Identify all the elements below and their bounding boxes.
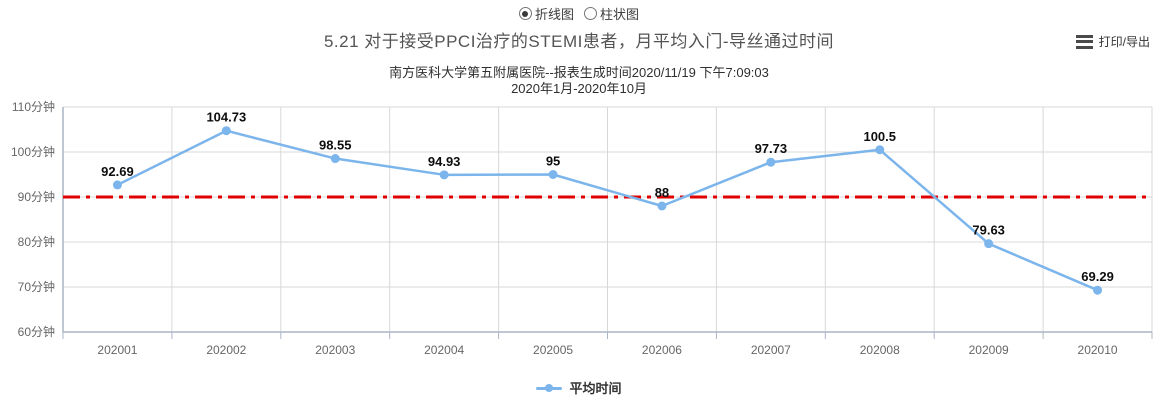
- x-axis-tick-label: 202009: [969, 343, 1009, 357]
- legend-label: 平均时间: [569, 381, 622, 396]
- data-point-label: 104.73: [206, 110, 246, 125]
- data-point-label: 97.73: [755, 141, 788, 156]
- radio-icon[interactable]: [584, 7, 597, 20]
- y-axis-tick-label: 100分钟: [11, 144, 55, 159]
- chart-date-range: 2020年1月-2020年10月: [511, 81, 647, 96]
- radio-bar-chart[interactable]: 柱状图: [584, 4, 639, 23]
- data-point-marker[interactable]: [875, 145, 885, 155]
- hamburger-menu-icon[interactable]: [1075, 34, 1093, 49]
- y-axis-tick-label: 110分钟: [12, 99, 55, 114]
- y-axis-tick-label: 80分钟: [18, 234, 55, 249]
- data-point-marker[interactable]: [221, 126, 231, 136]
- data-point-label: 92.69: [101, 164, 134, 179]
- data-point-marker[interactable]: [984, 239, 994, 249]
- x-axis-tick-label: 202005: [533, 343, 573, 357]
- chart-title: 5.21 对于接受PPCI治疗的STEMI患者，月平均入门-导丝通过时间: [323, 32, 835, 51]
- data-point-label: 100.5: [863, 129, 896, 144]
- print-export-label: 打印/导出: [1098, 35, 1150, 49]
- x-axis-tick-label: 202006: [642, 343, 682, 357]
- legend-line-marker-icon: [536, 383, 563, 393]
- data-point-marker[interactable]: [112, 180, 122, 190]
- y-axis-tick-label: 60分钟: [18, 324, 55, 339]
- radio-icon[interactable]: [518, 7, 532, 20]
- x-axis-tick-label: 202004: [424, 343, 464, 357]
- data-point-marker[interactable]: [439, 170, 449, 180]
- data-point-marker[interactable]: [766, 157, 776, 167]
- data-point-label: 88: [655, 185, 669, 200]
- series-line[interactable]: [116, 129, 1099, 292]
- data-point-label: 98.55: [319, 138, 352, 153]
- chart-type-toggle-group: 折线图 柱状图: [0, 4, 1158, 23]
- chart-subtitle: 南方医科大学第五附属医院--报表生成时间2020/11/19 下午7:09:03: [389, 65, 769, 80]
- print-export-button[interactable]: 打印/导出: [1075, 33, 1150, 50]
- radio-bar-chart-label: 柱状图: [600, 7, 640, 22]
- data-point-label: 94.93: [428, 154, 461, 169]
- x-axis-tick-label: 202001: [97, 343, 137, 357]
- data-point-label: 69.29: [1081, 269, 1114, 284]
- data-point-label: 95: [546, 154, 560, 169]
- data-point-marker[interactable]: [548, 170, 558, 179]
- radio-line-chart-label: 折线图: [534, 7, 574, 22]
- line-chart-canvas[interactable]: 60分钟 70分钟 80分钟 90分钟 100分钟 110分钟 202001 202002 20…: [0, 95, 1158, 367]
- legend-item-average-time[interactable]: 平均时间: [0, 378, 1158, 397]
- data-point-marker[interactable]: [330, 154, 340, 164]
- x-axis-tick-label: 202002: [206, 343, 246, 357]
- y-axis-tick-label: 90分钟: [18, 189, 55, 204]
- data-point-label: 79.63: [972, 223, 1005, 238]
- x-axis-tick-label: 202003: [315, 343, 355, 357]
- data-point-marker[interactable]: [657, 201, 667, 211]
- y-axis-tick-label: 70分钟: [18, 279, 55, 294]
- x-axis-tick-label: 202010: [1078, 343, 1118, 357]
- radio-line-chart[interactable]: 折线图: [518, 4, 574, 23]
- x-axis-tick-label: 202007: [751, 343, 791, 357]
- x-axis-tick-label: 202008: [860, 343, 900, 357]
- data-point-marker[interactable]: [1093, 285, 1103, 295]
